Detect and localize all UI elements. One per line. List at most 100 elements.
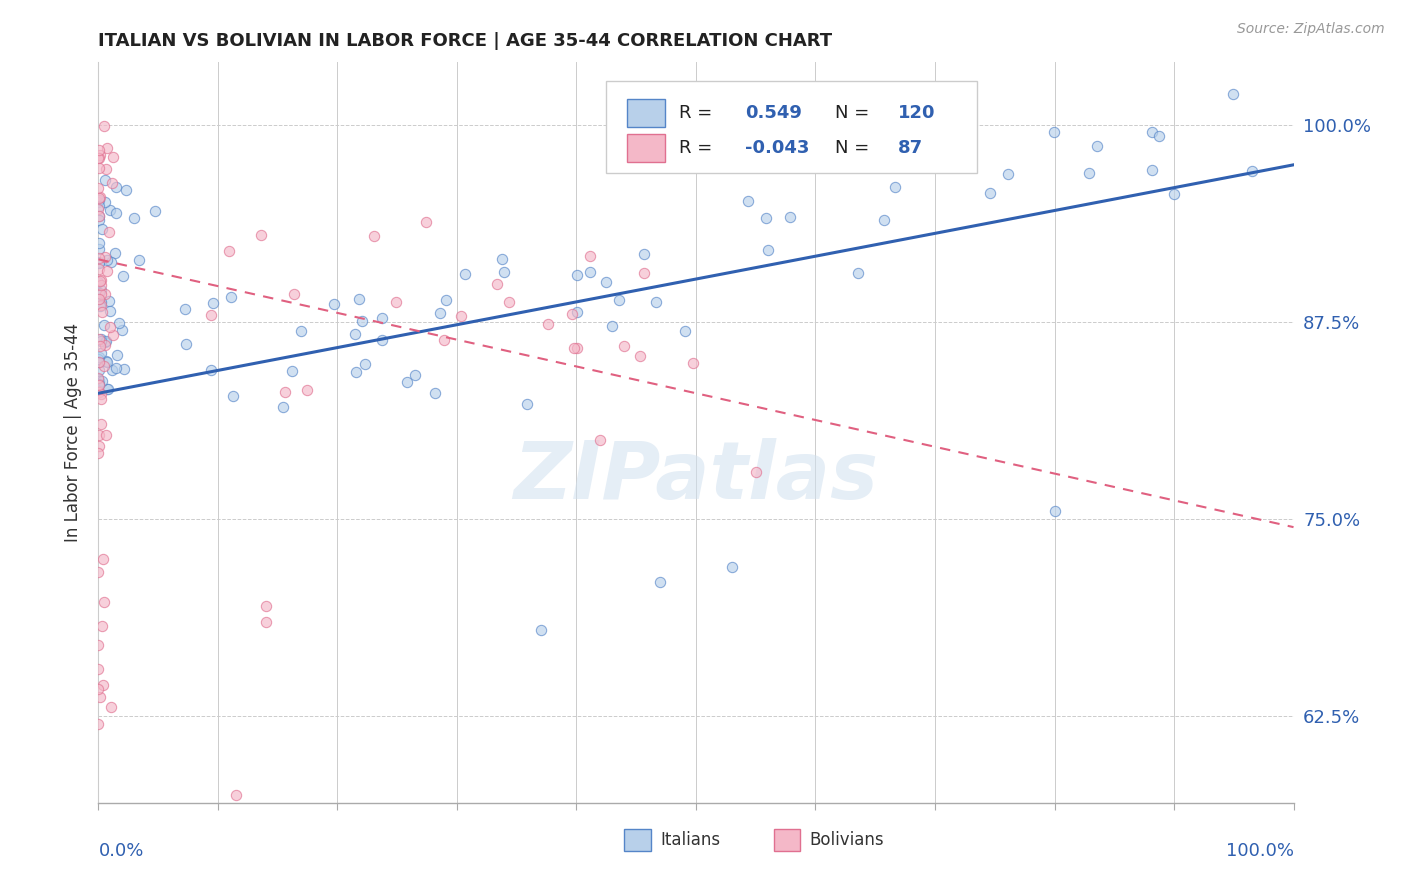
- Point: [97, 293, 120, 308]
- Point: [94, 194, 117, 209]
- Point: [96, 334, 118, 348]
- Point: [90, 295, 112, 310]
- Point: [101, 176, 124, 190]
- Point: [682, 356, 704, 370]
- Point: [93, 119, 115, 133]
- Point: [93, 338, 115, 352]
- Point: [87, 681, 110, 696]
- Point: [225, 788, 247, 802]
- Point: [254, 615, 277, 629]
- Point: [498, 295, 520, 310]
- Point: [96, 382, 118, 396]
- Point: [450, 309, 472, 323]
- Point: [755, 211, 778, 226]
- Point: [492, 265, 515, 279]
- Y-axis label: In Labor Force | Age 35-44: In Labor Force | Age 35-44: [63, 323, 82, 542]
- Point: [111, 323, 134, 337]
- Point: [323, 297, 346, 311]
- Point: [96, 263, 118, 277]
- Point: [297, 383, 319, 397]
- Point: [600, 318, 623, 333]
- Point: [423, 386, 446, 401]
- Point: [1043, 125, 1066, 139]
- Point: [90, 417, 112, 432]
- Point: [105, 206, 128, 220]
- Point: [89, 690, 111, 705]
- Bar: [773, 829, 800, 851]
- Point: [90, 283, 112, 297]
- Point: [222, 389, 245, 403]
- Point: [96, 428, 118, 442]
- Point: [100, 700, 122, 714]
- Point: [87, 352, 110, 367]
- Point: [200, 363, 222, 377]
- Point: [122, 211, 145, 225]
- Point: [87, 151, 110, 165]
- Point: [87, 194, 110, 208]
- Point: [648, 575, 672, 590]
- Point: [884, 179, 907, 194]
- Point: [87, 565, 110, 579]
- Point: [111, 269, 134, 284]
- Text: 100.0%: 100.0%: [1226, 842, 1294, 860]
- Point: [98, 303, 121, 318]
- Point: [779, 211, 801, 225]
- Point: [433, 333, 456, 347]
- Point: [89, 148, 111, 162]
- Point: [1222, 87, 1244, 101]
- Point: [1043, 504, 1066, 518]
- Point: [87, 439, 110, 453]
- Text: Bolivians: Bolivians: [810, 830, 884, 849]
- Point: [93, 318, 115, 332]
- Point: [94, 334, 117, 349]
- Text: Source: ZipAtlas.com: Source: ZipAtlas.com: [1237, 22, 1385, 37]
- Point: [89, 292, 111, 306]
- Point: [344, 326, 367, 341]
- Text: 87: 87: [898, 138, 924, 157]
- Point: [565, 341, 588, 355]
- Point: [1241, 164, 1264, 178]
- Point: [589, 434, 612, 448]
- Point: [979, 186, 1001, 201]
- Point: [613, 339, 636, 353]
- Point: [108, 316, 131, 330]
- Point: [89, 300, 111, 314]
- Point: [98, 203, 121, 218]
- Point: [87, 371, 110, 385]
- Point: [562, 341, 585, 355]
- Point: [516, 397, 538, 411]
- Point: [344, 365, 367, 379]
- Point: [200, 308, 222, 322]
- Point: [94, 251, 117, 265]
- Point: [454, 268, 477, 282]
- Text: 120: 120: [898, 103, 935, 122]
- Point: [347, 292, 370, 306]
- Point: [673, 325, 696, 339]
- Point: [486, 277, 509, 291]
- Point: [201, 296, 224, 310]
- Text: 0.0%: 0.0%: [98, 842, 143, 860]
- Point: [90, 375, 112, 389]
- Point: [745, 465, 768, 479]
- Point: [384, 295, 406, 310]
- Point: [271, 400, 294, 414]
- Point: [90, 334, 112, 348]
- Point: [371, 310, 394, 325]
- Point: [105, 360, 128, 375]
- Point: [96, 382, 118, 396]
- Point: [143, 204, 166, 219]
- Text: R =: R =: [679, 103, 718, 122]
- Point: [89, 274, 111, 288]
- Point: [87, 191, 110, 205]
- Point: [105, 180, 128, 194]
- Point: [644, 295, 666, 310]
- Point: [87, 293, 110, 307]
- Bar: [624, 829, 651, 851]
- Point: [578, 250, 600, 264]
- Point: [89, 346, 111, 360]
- Point: [567, 305, 589, 319]
- Point: [87, 202, 110, 216]
- Point: [633, 266, 655, 280]
- Point: [89, 236, 111, 251]
- Point: [737, 194, 759, 208]
